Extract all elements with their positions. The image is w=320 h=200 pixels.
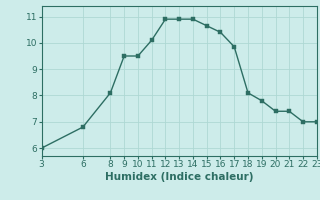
X-axis label: Humidex (Indice chaleur): Humidex (Indice chaleur) [105,172,253,182]
